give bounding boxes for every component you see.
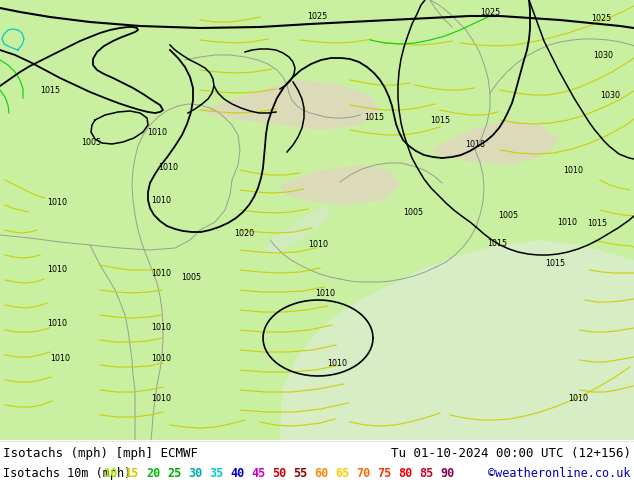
Text: 1015: 1015 [545, 259, 565, 268]
Polygon shape [430, 120, 560, 165]
Text: 1005: 1005 [403, 207, 423, 217]
Text: Isotachs 10m (mph): Isotachs 10m (mph) [3, 467, 131, 480]
Text: 1015: 1015 [587, 219, 607, 227]
Text: ©weatheronline.co.uk: ©weatheronline.co.uk [489, 467, 631, 480]
Text: 20: 20 [146, 467, 160, 480]
Polygon shape [200, 80, 380, 130]
Text: 1015: 1015 [40, 85, 60, 95]
Text: 1005: 1005 [81, 138, 101, 147]
Text: 55: 55 [293, 467, 307, 480]
Polygon shape [265, 205, 330, 255]
Text: 90: 90 [440, 467, 454, 480]
Text: 1030: 1030 [600, 91, 620, 99]
Text: 1010: 1010 [47, 265, 67, 273]
Text: 1025: 1025 [591, 14, 611, 23]
Text: 1025: 1025 [480, 7, 500, 17]
Text: 1015: 1015 [430, 116, 450, 124]
Text: 1005: 1005 [498, 211, 518, 220]
Text: 1025: 1025 [307, 11, 327, 21]
Text: 1010: 1010 [158, 163, 178, 172]
Text: 40: 40 [230, 467, 244, 480]
Text: 1010: 1010 [557, 218, 577, 226]
Text: 1010: 1010 [151, 269, 171, 277]
Text: 15: 15 [125, 467, 139, 480]
Text: 1010: 1010 [151, 196, 171, 204]
Text: 1030: 1030 [593, 50, 613, 59]
Text: 1015: 1015 [364, 113, 384, 122]
Text: 60: 60 [314, 467, 328, 480]
Text: 25: 25 [167, 467, 181, 480]
Polygon shape [280, 165, 400, 205]
Text: 1010: 1010 [50, 353, 70, 363]
Text: 1010: 1010 [151, 353, 171, 363]
Text: 1010: 1010 [568, 393, 588, 402]
Text: 85: 85 [419, 467, 433, 480]
Text: Isotachs (mph) [mph] ECMWF: Isotachs (mph) [mph] ECMWF [3, 447, 198, 460]
Text: 1010: 1010 [315, 289, 335, 297]
Text: 1015: 1015 [487, 239, 507, 247]
Text: 70: 70 [356, 467, 370, 480]
Text: 75: 75 [377, 467, 391, 480]
Text: 80: 80 [398, 467, 412, 480]
Text: 1010: 1010 [308, 240, 328, 248]
Text: 1010: 1010 [563, 166, 583, 174]
Text: 1005: 1005 [181, 272, 201, 281]
Text: Tu 01-10-2024 00:00 UTC (12+156): Tu 01-10-2024 00:00 UTC (12+156) [391, 447, 631, 460]
Text: 1010: 1010 [151, 322, 171, 332]
Text: 1010: 1010 [327, 359, 347, 368]
Text: 50: 50 [272, 467, 286, 480]
Text: 45: 45 [251, 467, 265, 480]
Polygon shape [280, 240, 634, 440]
Text: 1010: 1010 [47, 197, 67, 206]
Text: 1010: 1010 [147, 127, 167, 137]
Text: 10: 10 [104, 467, 119, 480]
Text: 1020: 1020 [234, 228, 254, 238]
Text: 35: 35 [209, 467, 223, 480]
Text: 65: 65 [335, 467, 349, 480]
Text: 1018: 1018 [465, 140, 485, 148]
Text: 1010: 1010 [151, 393, 171, 402]
Text: 1010: 1010 [47, 318, 67, 327]
Text: 30: 30 [188, 467, 202, 480]
